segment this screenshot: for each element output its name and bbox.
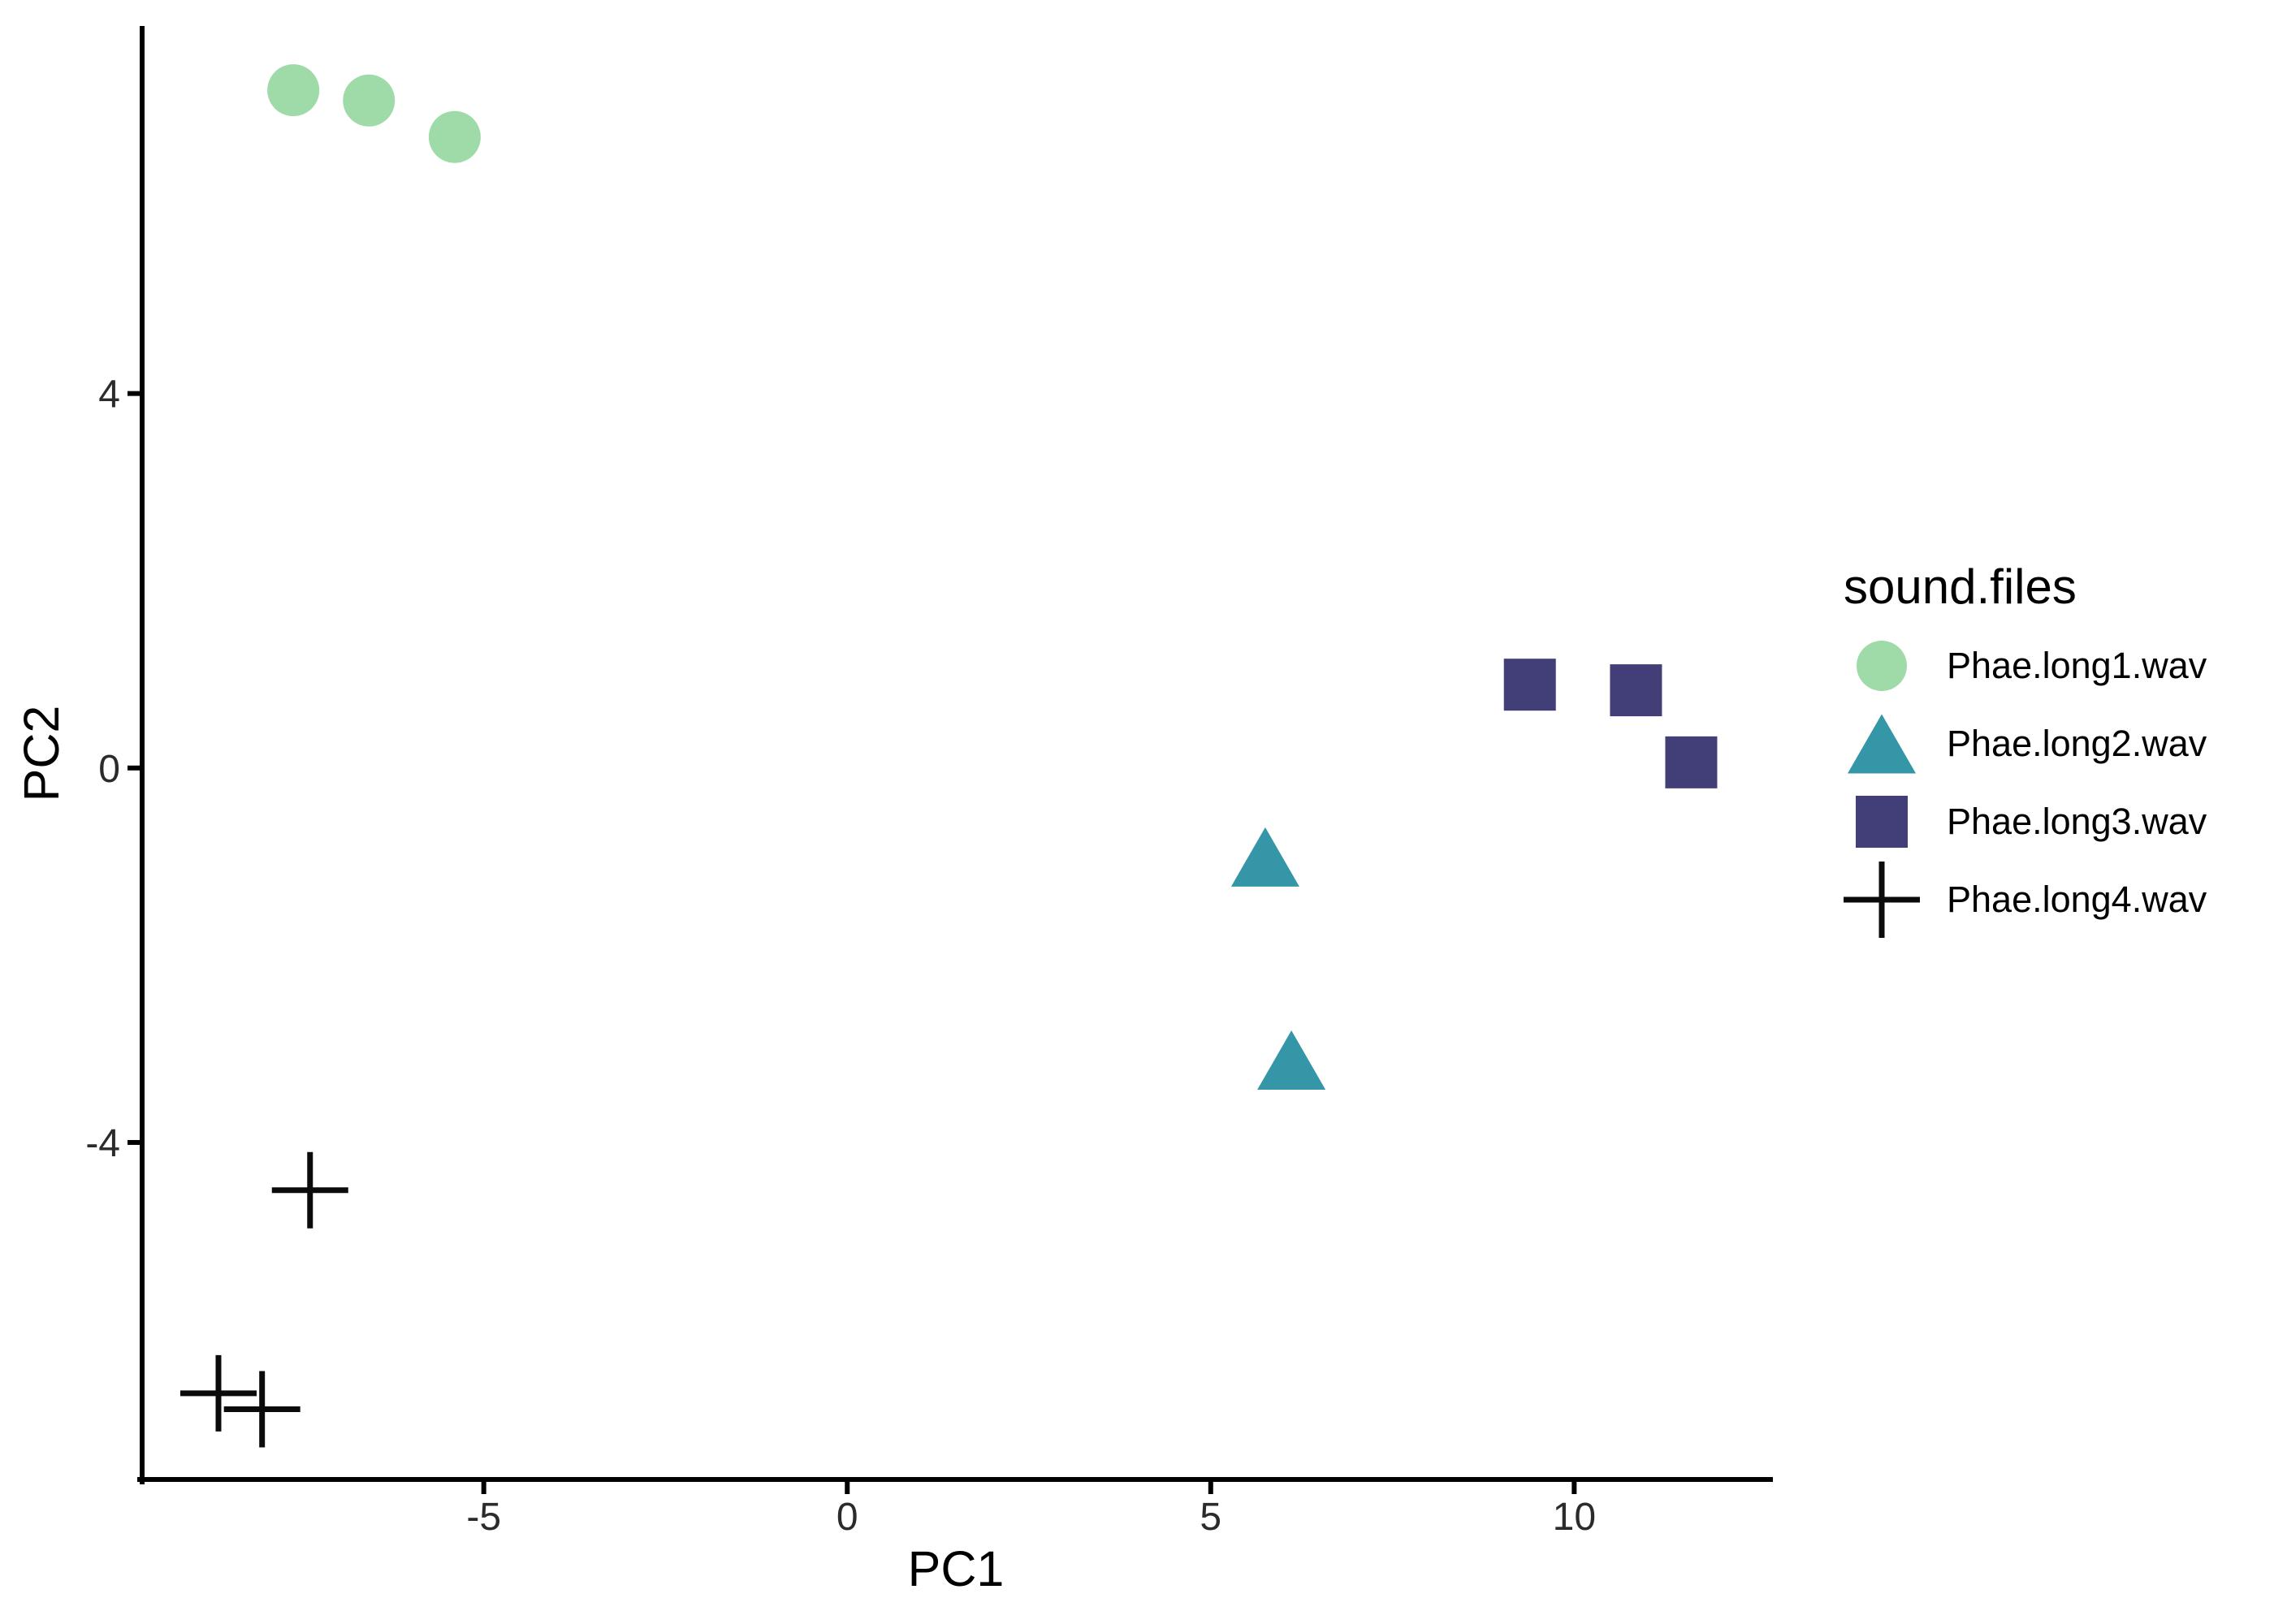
legend: sound.files Phae.long1.wav Phae.long2.wa… bbox=[1844, 559, 2274, 965]
data-points bbox=[179, 64, 1718, 1448]
x-axis-title: PC1 bbox=[908, 1541, 1005, 1596]
legend-item: Phae.long2.wav bbox=[1844, 705, 2207, 783]
legend-title: sound.files bbox=[1844, 559, 2077, 614]
legend-label: Phae.long4.wav bbox=[1947, 879, 2207, 920]
data-point-circle bbox=[428, 110, 481, 163]
data-point-triangle bbox=[1257, 1030, 1326, 1090]
cross-marker-icon bbox=[1844, 862, 1920, 938]
legend-key-square bbox=[1856, 796, 1908, 848]
data-point-square bbox=[1503, 659, 1556, 711]
legend-label: Phae.long2.wav bbox=[1947, 723, 2207, 764]
square-marker-icon bbox=[1856, 796, 1908, 848]
data-point-circle bbox=[267, 64, 320, 117]
data-point-circle bbox=[343, 74, 396, 127]
triangle-marker-icon bbox=[1848, 714, 1916, 774]
x-tick-label: 5 bbox=[1200, 1496, 1221, 1539]
axes: -5 0 5 10 4 0 -4 bbox=[85, 26, 1773, 1539]
data-point-triangle bbox=[1230, 827, 1299, 887]
data-point-square bbox=[1610, 664, 1662, 717]
y-tick-label: 4 bbox=[98, 374, 120, 417]
legend-key-triangle bbox=[1848, 714, 1916, 774]
x-tick-label: 0 bbox=[837, 1496, 858, 1539]
legend-item: Phae.long1.wav bbox=[1844, 627, 2207, 705]
data-point-square bbox=[1665, 736, 1718, 788]
x-tick-label: 10 bbox=[1553, 1496, 1596, 1539]
legend-item: Phae.long3.wav bbox=[1844, 783, 2207, 861]
legend-item: Phae.long4.wav bbox=[1844, 861, 2207, 939]
y-tick-label: -4 bbox=[85, 1122, 120, 1165]
y-axis-title: PC2 bbox=[14, 706, 69, 802]
legend-label: Phae.long3.wav bbox=[1947, 801, 2207, 842]
x-tick-label: -5 bbox=[466, 1496, 501, 1539]
y-tick-label: 0 bbox=[98, 748, 120, 791]
circle-marker-icon bbox=[1857, 641, 1907, 691]
legend-key-circle bbox=[1857, 641, 1907, 691]
legend-label: Phae.long1.wav bbox=[1947, 645, 2207, 686]
